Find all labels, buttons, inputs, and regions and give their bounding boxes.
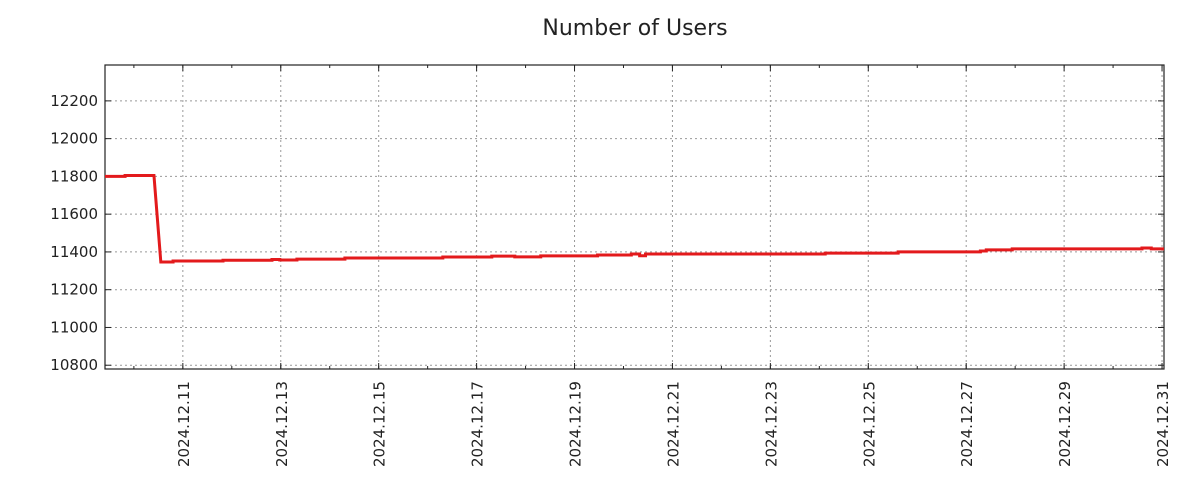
chart-title: Number of Users	[542, 16, 728, 41]
y-tick-label: 11200	[50, 281, 98, 299]
x-tick-label: 2024.12.13	[273, 381, 291, 467]
x-tick-label: 2024.12.11	[175, 381, 193, 467]
x-tick-label: 2024.12.29	[1056, 381, 1074, 467]
x-tick-label: 2024.12.15	[371, 381, 389, 467]
x-tick-label: 2024.12.31	[1154, 381, 1172, 467]
x-tick-label: 2024.12.21	[664, 381, 682, 467]
y-tick-label: 12000	[50, 130, 98, 148]
y-tick-label: 10800	[50, 356, 98, 374]
plot-frame	[104, 64, 1165, 370]
x-tick-label: 2024.12.25	[860, 381, 878, 467]
y-tick-label: 11600	[50, 205, 98, 223]
x-tick-label: 2024.12.17	[469, 381, 487, 467]
series-line	[105, 173, 1164, 264]
y-tick-label: 11000	[50, 318, 98, 336]
x-tick-label: 2024.12.27	[958, 381, 976, 467]
y-tick-label: 12200	[50, 92, 98, 110]
x-tick-label: 2024.12.23	[762, 381, 780, 467]
y-tick-label: 11800	[50, 167, 98, 185]
y-tick-label: 11400	[50, 243, 98, 261]
x-tick-label: 2024.12.19	[567, 381, 585, 467]
